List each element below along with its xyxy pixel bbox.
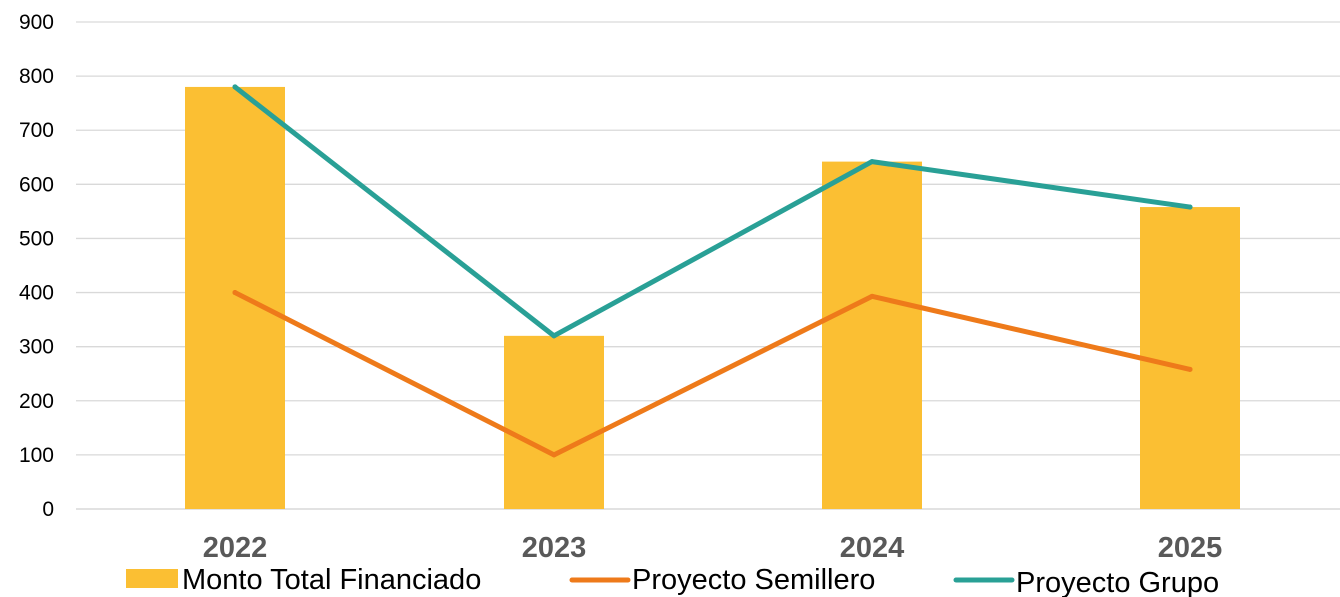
y-tick-label: 900 [19,11,54,34]
y-tick-label: 500 [19,227,54,250]
line-series [232,84,1193,458]
line-point [551,452,557,458]
series-line [232,84,1193,339]
bar-series [185,86,1240,509]
x-tick-label: 2022 [203,532,268,564]
bar [185,86,285,509]
legend-label: Proyecto Semillero [632,564,875,596]
line-point [232,84,238,90]
x-tick-label: 2025 [1158,532,1223,564]
line-point [551,333,557,339]
y-tick-label: 400 [19,282,54,305]
legend-item: Monto Total Financiado [126,564,481,596]
legend-item: Proyecto Semillero [569,564,875,596]
line-point [869,159,875,165]
bar [504,335,604,509]
series-line [232,290,1193,458]
y-tick-label: 300 [19,336,54,359]
bar [822,161,922,509]
y-tick-label: 700 [19,119,54,142]
y-tick-label: 100 [19,444,54,467]
x-tick-label: 2023 [522,532,587,564]
gridlines [76,21,1340,510]
x-axis: 2022 2023 2024 2025 [203,532,1223,564]
y-tick-label: 0 [42,498,54,521]
line-point [869,293,875,299]
legend: Monto Total Financiado Proyecto Semillero… [126,564,1219,597]
legend-item: Proyecto Grupo [953,567,1219,597]
legend-swatch [126,569,178,588]
line-point [1187,204,1193,210]
x-tick-label: 2024 [840,532,905,564]
bar [1140,207,1240,509]
y-tick-label: 800 [19,65,54,88]
legend-label: Monto Total Financiado [182,564,481,596]
y-tick-label: 200 [19,390,54,413]
legend-label: Proyecto Grupo [1016,567,1219,597]
y-axis: 0 100 200 300 400 500 600 700 800 900 [19,11,54,521]
line-point [1187,366,1193,372]
line-point [232,290,238,296]
y-tick-label: 600 [19,173,54,196]
